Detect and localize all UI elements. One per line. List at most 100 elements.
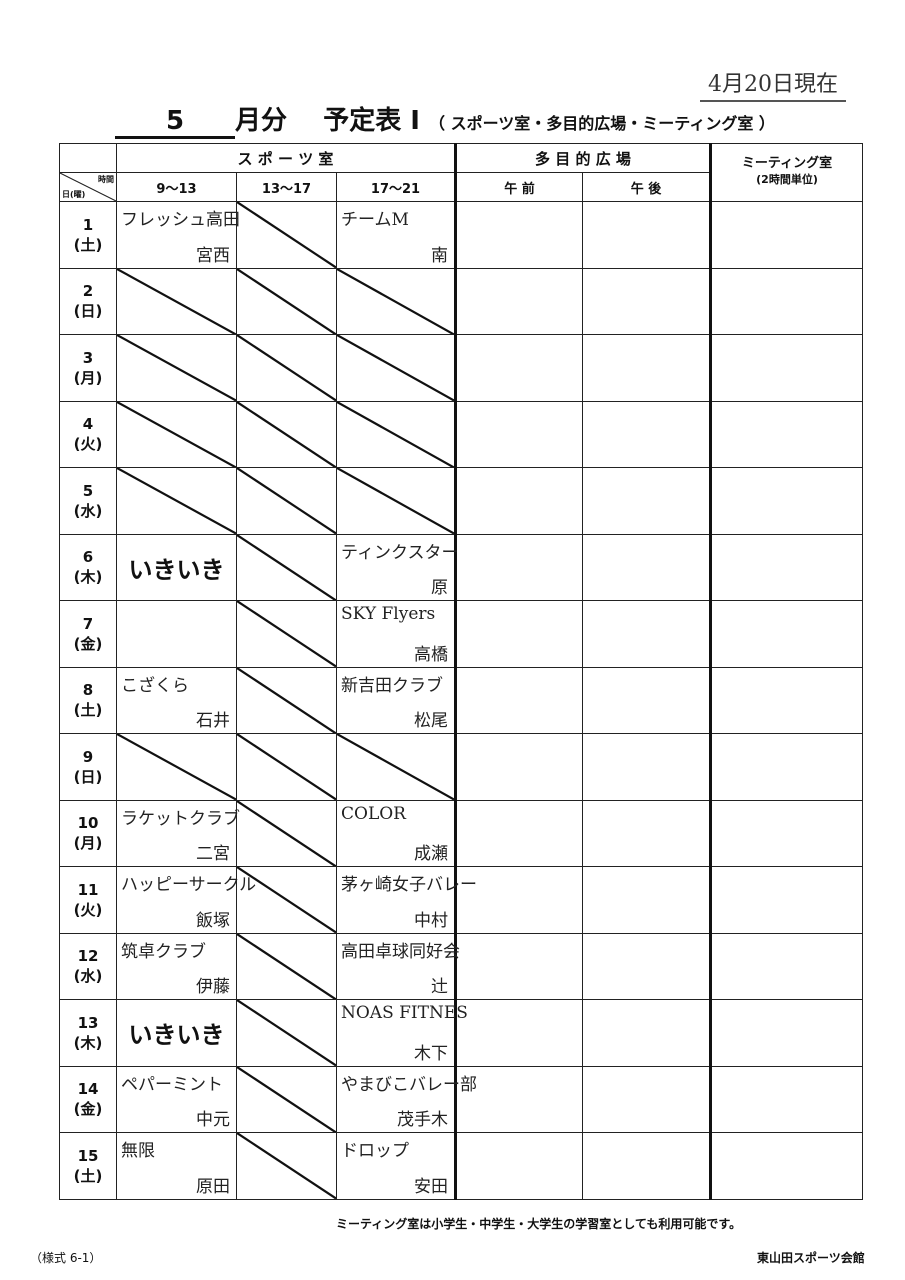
- sports-slot-cell[interactable]: [116, 267, 237, 335]
- meeting-room-cell[interactable]: [710, 666, 863, 734]
- day-number: 5: [82, 481, 94, 500]
- plaza-pm-cell[interactable]: [582, 467, 712, 535]
- sports-slot-cell[interactable]: [236, 533, 337, 601]
- group-name: ドロップ: [341, 1141, 409, 1161]
- plaza-pm-cell[interactable]: [582, 267, 712, 335]
- sports-slot-cell[interactable]: [236, 733, 337, 801]
- meeting-room-cell[interactable]: [710, 932, 863, 1000]
- sports-slot-cell[interactable]: COLOR 成瀬: [336, 799, 457, 867]
- plaza-am-cell[interactable]: [455, 666, 583, 734]
- sports-slot-cell[interactable]: [336, 267, 457, 335]
- plaza-pm-cell[interactable]: [582, 666, 712, 734]
- plaza-pm-cell[interactable]: [582, 600, 712, 668]
- sports-slot-cell[interactable]: 無限 原田: [116, 1132, 237, 1200]
- meeting-room-cell[interactable]: [710, 866, 863, 934]
- meeting-room-cell[interactable]: [710, 1132, 863, 1200]
- plaza-pm-cell[interactable]: [582, 334, 712, 402]
- plaza-am-cell[interactable]: [455, 733, 583, 801]
- plaza-pm-cell[interactable]: [582, 932, 712, 1000]
- sports-slot-cell[interactable]: 茅ヶ崎女子バレー 中村: [336, 866, 477, 934]
- plaza-pm-cell[interactable]: [582, 733, 712, 801]
- unavailable-slash: [237, 601, 336, 667]
- sports-slot-cell[interactable]: やまびこバレー部 茂手木: [336, 1065, 477, 1133]
- unavailable-slash: [237, 535, 336, 601]
- sports-slot-cell[interactable]: [116, 467, 237, 535]
- plaza-pm-cell[interactable]: [582, 400, 712, 468]
- day-number: 2: [82, 282, 94, 301]
- meeting-room-cell[interactable]: [710, 467, 863, 535]
- sports-slot-cell[interactable]: ラケットクラブ 二宮: [116, 799, 240, 867]
- sports-slot-cell[interactable]: [116, 400, 237, 468]
- plaza-am-cell[interactable]: [455, 467, 583, 535]
- plaza-am-cell[interactable]: [455, 334, 583, 402]
- meeting-room-cell[interactable]: [710, 400, 863, 468]
- sports-slot-cell[interactable]: [236, 600, 337, 668]
- sports-slot-cell[interactable]: いきいき: [116, 999, 237, 1067]
- sports-slot-cell[interactable]: SKY Flyers 高橋: [336, 600, 457, 668]
- sports-slot-cell[interactable]: [116, 334, 237, 402]
- plaza-am-cell[interactable]: [455, 799, 583, 867]
- meeting-room-cell[interactable]: [710, 533, 863, 601]
- sports-slot-cell[interactable]: ティンクスター原: [336, 533, 458, 601]
- sports-slot-cell[interactable]: 新吉田クラブ 松尾: [336, 666, 457, 734]
- day-number: 1: [82, 215, 94, 234]
- plaza-am-cell[interactable]: [455, 866, 583, 934]
- sports-slot-cell[interactable]: [236, 799, 337, 867]
- sports-slot-cell[interactable]: [236, 666, 337, 734]
- sports-slot-cell[interactable]: [236, 999, 337, 1067]
- plaza-pm-cell[interactable]: [582, 1132, 712, 1200]
- meeting-room-cell[interactable]: [710, 733, 863, 801]
- plaza-am-cell[interactable]: [455, 533, 583, 601]
- day-cell: 9 (日): [59, 733, 117, 801]
- plaza-am-cell[interactable]: [455, 201, 583, 269]
- day-row: 8 (土) こざくら 石井 新吉田クラブ 松尾: [59, 666, 863, 734]
- meeting-room-cell[interactable]: [710, 999, 863, 1067]
- day-of-week: (火): [73, 435, 103, 454]
- sports-slot-cell[interactable]: [116, 600, 237, 668]
- sports-slot-cell[interactable]: ペパーミント 中元: [116, 1065, 237, 1133]
- plaza-pm-cell[interactable]: [582, 799, 712, 867]
- meeting-room-cell[interactable]: [710, 799, 863, 867]
- meeting-room-cell[interactable]: [710, 334, 863, 402]
- sports-slot-cell[interactable]: 筑卓クラブ 伊藤: [116, 932, 237, 1000]
- plaza-am-cell[interactable]: [455, 600, 583, 668]
- plaza-am-cell[interactable]: [455, 400, 583, 468]
- sports-slot-cell[interactable]: [236, 334, 337, 402]
- sports-slot-cell[interactable]: ハッピーサークル 飯塚: [116, 866, 256, 934]
- sports-slot-cell[interactable]: [336, 733, 457, 801]
- sports-slot-cell[interactable]: [236, 267, 337, 335]
- plaza-pm-cell[interactable]: [582, 1065, 712, 1133]
- sports-slot-cell[interactable]: [236, 467, 337, 535]
- sports-slot-cell[interactable]: [236, 1065, 337, 1133]
- sports-slot-cell[interactable]: [336, 400, 457, 468]
- plaza-am-cell[interactable]: [455, 1132, 583, 1200]
- plaza-am-cell[interactable]: [455, 1065, 583, 1133]
- sports-slot-cell[interactable]: [116, 733, 237, 801]
- plaza-pm-cell[interactable]: [582, 999, 712, 1067]
- sports-slot-cell[interactable]: NOAS FITNES 木下: [336, 999, 468, 1067]
- sports-slot-cell[interactable]: チームM 南: [336, 201, 457, 269]
- plaza-pm-cell[interactable]: [582, 866, 712, 934]
- plaza-pm-cell[interactable]: [582, 201, 712, 269]
- sports-slot-cell[interactable]: [236, 866, 337, 934]
- plaza-am-cell[interactable]: [455, 932, 583, 1000]
- sports-slot-cell[interactable]: こざくら 石井: [116, 666, 237, 734]
- sports-slot-cell[interactable]: いきいき: [116, 533, 237, 601]
- day-row: 10 (月) ラケットクラブ 二宮 COLOR 成瀬: [59, 799, 863, 867]
- meeting-room-cell[interactable]: [710, 1065, 863, 1133]
- plaza-am-cell[interactable]: [455, 267, 583, 335]
- sports-slot-cell[interactable]: [236, 1132, 337, 1200]
- sports-slot-cell[interactable]: ドロップ 安田: [336, 1132, 457, 1200]
- sports-slot-cell[interactable]: [336, 467, 457, 535]
- sports-slot-cell[interactable]: [236, 400, 337, 468]
- plaza-pm-cell[interactable]: [582, 533, 712, 601]
- meeting-room-cell[interactable]: [710, 600, 863, 668]
- sports-slot-cell[interactable]: [236, 932, 337, 1000]
- sports-slot-cell[interactable]: 高田卓球同好会辻: [336, 932, 460, 1000]
- meeting-room-cell[interactable]: [710, 267, 863, 335]
- sports-slot-cell[interactable]: [236, 201, 337, 269]
- plaza-am-cell[interactable]: [455, 999, 583, 1067]
- sports-slot-cell[interactable]: フレッシュ高田 宮西: [116, 201, 240, 269]
- sports-slot-cell[interactable]: [336, 334, 457, 402]
- meeting-room-cell[interactable]: [710, 201, 863, 269]
